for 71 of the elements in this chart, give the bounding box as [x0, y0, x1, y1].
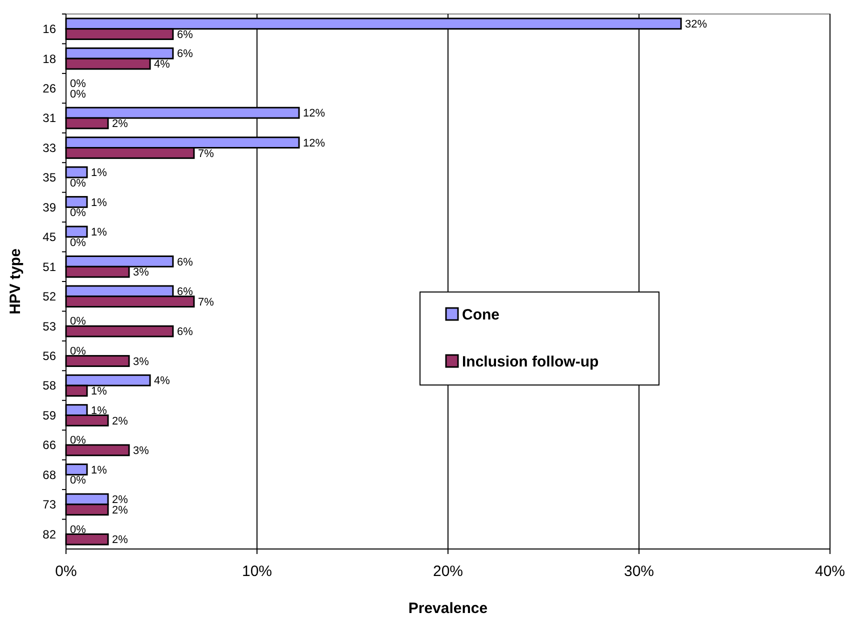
y-tick-label: 59	[42, 408, 56, 422]
bar	[65, 355, 130, 367]
bar	[65, 444, 130, 456]
y-tick-label: 33	[42, 140, 56, 155]
data-label: 0%	[70, 236, 86, 249]
data-label: 0%	[70, 474, 86, 487]
y-tick-label: 35	[42, 170, 56, 185]
data-label: 3%	[133, 445, 150, 458]
bar	[65, 166, 88, 178]
data-label: 12%	[303, 108, 326, 120]
y-tick-label: 18	[42, 52, 56, 66]
data-label: 0%	[70, 524, 86, 536]
y-tick-label: 58	[42, 378, 56, 393]
y-tick-label: 45	[42, 230, 56, 244]
y-tick-label: 31	[42, 111, 56, 126]
bar	[65, 196, 88, 208]
y-tick-label: 73	[42, 498, 56, 512]
data-label: 0%	[70, 88, 86, 100]
data-label: 7%	[198, 296, 214, 308]
y-tick-label: 82	[42, 527, 56, 542]
data-label: 0%	[70, 316, 86, 328]
legend-label: Cone	[462, 306, 500, 324]
data-label: 2%	[112, 504, 128, 516]
data-label: 1%	[91, 464, 108, 476]
data-label: 0%	[70, 345, 86, 358]
x-tick-label: 0%	[55, 563, 77, 580]
data-label: 1%	[91, 386, 108, 398]
data-label: 2%	[112, 415, 128, 428]
bar	[65, 226, 88, 238]
x-tick-label: 10%	[242, 563, 272, 580]
y-tick-label: 39	[42, 200, 56, 214]
data-label: 1%	[91, 404, 108, 417]
data-label: 0%	[70, 78, 86, 90]
x-tick-label: 40%	[814, 563, 846, 580]
data-label: 4%	[154, 58, 170, 71]
data-label: 7%	[198, 148, 214, 160]
y-tick-label: 56	[42, 349, 56, 364]
data-label: 0%	[70, 207, 86, 220]
data-label: 2%	[112, 534, 128, 546]
bar	[65, 325, 174, 338]
data-label: 1%	[91, 167, 108, 180]
bar	[65, 533, 109, 546]
data-label: 6%	[176, 326, 194, 338]
data-label: 4%	[154, 375, 170, 388]
data-label: 1%	[91, 226, 108, 239]
data-label: 32%	[685, 18, 708, 31]
bar	[65, 464, 88, 476]
data-label: 12%	[303, 137, 326, 150]
y-tick-label: 68	[42, 468, 56, 482]
data-label: 1%	[91, 196, 108, 209]
y-tick-label: 66	[42, 438, 56, 452]
x-tick-label: 30%	[624, 563, 654, 580]
x-tick-label: 20%	[432, 563, 464, 580]
data-label: 2%	[112, 494, 128, 506]
data-label: 2%	[112, 118, 128, 130]
y-tick-label: 53	[42, 319, 56, 334]
y-axis-title: HPV type	[7, 248, 24, 314]
x-axis-title: Prevalence	[408, 600, 488, 617]
data-label: 6%	[176, 28, 194, 41]
data-label: 0%	[70, 178, 86, 190]
y-tick-label: 51	[42, 260, 56, 274]
y-tick-label: 16	[42, 22, 56, 36]
data-label: 3%	[133, 266, 150, 279]
data-label: 3%	[133, 356, 150, 368]
legend-label: Inclusion follow-up	[462, 353, 599, 370]
y-tick-label: 26	[42, 82, 56, 96]
data-label: 6%	[176, 286, 194, 298]
data-label: 6%	[176, 48, 194, 60]
y-tick-label: 52	[42, 290, 56, 304]
data-label: 0%	[70, 434, 86, 447]
data-label: 6%	[176, 256, 194, 268]
